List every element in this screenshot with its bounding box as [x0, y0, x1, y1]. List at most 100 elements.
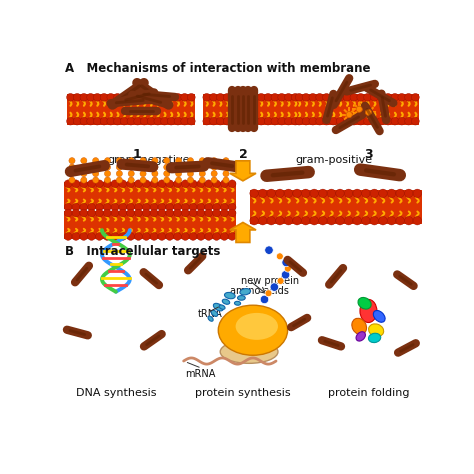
- Text: protein synthesis: protein synthesis: [195, 388, 291, 398]
- Circle shape: [140, 93, 148, 101]
- Circle shape: [134, 93, 141, 101]
- Circle shape: [396, 189, 404, 198]
- Circle shape: [154, 93, 162, 101]
- Circle shape: [182, 233, 189, 240]
- Circle shape: [228, 203, 236, 211]
- Circle shape: [284, 265, 292, 272]
- Circle shape: [161, 93, 168, 101]
- Circle shape: [384, 118, 392, 125]
- Circle shape: [267, 189, 275, 198]
- Circle shape: [251, 93, 258, 101]
- Circle shape: [250, 217, 258, 225]
- Circle shape: [103, 209, 111, 217]
- Circle shape: [127, 233, 135, 240]
- Ellipse shape: [222, 299, 230, 304]
- Circle shape: [104, 157, 110, 164]
- Circle shape: [199, 164, 205, 170]
- Circle shape: [128, 157, 134, 164]
- Circle shape: [210, 118, 218, 125]
- Circle shape: [127, 203, 135, 211]
- Circle shape: [275, 189, 284, 198]
- Circle shape: [346, 111, 352, 118]
- Text: gram-negative: gram-negative: [108, 155, 190, 165]
- Circle shape: [81, 157, 87, 164]
- Circle shape: [345, 217, 353, 225]
- Circle shape: [275, 217, 284, 225]
- Circle shape: [329, 118, 337, 125]
- Text: DNA synthesis: DNA synthesis: [76, 388, 156, 398]
- Circle shape: [220, 209, 228, 217]
- Circle shape: [88, 233, 95, 240]
- Circle shape: [319, 217, 327, 225]
- Circle shape: [323, 93, 330, 101]
- Circle shape: [128, 164, 134, 170]
- Circle shape: [258, 217, 267, 225]
- Circle shape: [364, 118, 372, 125]
- Circle shape: [189, 233, 197, 240]
- Circle shape: [391, 118, 399, 125]
- Circle shape: [150, 209, 158, 217]
- Circle shape: [92, 171, 99, 177]
- Circle shape: [150, 233, 158, 240]
- Circle shape: [211, 171, 217, 177]
- Circle shape: [96, 233, 103, 240]
- Circle shape: [323, 118, 330, 125]
- Circle shape: [365, 109, 372, 115]
- Circle shape: [128, 171, 134, 177]
- Circle shape: [257, 118, 265, 125]
- Circle shape: [345, 189, 353, 198]
- Ellipse shape: [219, 305, 225, 310]
- Circle shape: [182, 180, 189, 188]
- Circle shape: [111, 209, 119, 217]
- Circle shape: [189, 203, 197, 211]
- Circle shape: [175, 171, 182, 177]
- Circle shape: [187, 171, 193, 177]
- Circle shape: [387, 189, 396, 198]
- Circle shape: [211, 164, 217, 170]
- Circle shape: [175, 177, 182, 183]
- Circle shape: [267, 217, 275, 225]
- Ellipse shape: [356, 332, 365, 341]
- Circle shape: [100, 93, 108, 101]
- Circle shape: [301, 217, 310, 225]
- Circle shape: [164, 164, 170, 170]
- Circle shape: [120, 118, 128, 125]
- Circle shape: [73, 118, 81, 125]
- Circle shape: [213, 180, 220, 188]
- Circle shape: [295, 93, 303, 101]
- Circle shape: [265, 290, 272, 297]
- Circle shape: [270, 283, 279, 292]
- Circle shape: [210, 93, 218, 101]
- Circle shape: [164, 157, 170, 164]
- Circle shape: [260, 295, 269, 304]
- Circle shape: [387, 217, 396, 225]
- Circle shape: [167, 93, 175, 101]
- Circle shape: [327, 189, 336, 198]
- Circle shape: [205, 233, 212, 240]
- Circle shape: [140, 164, 146, 170]
- Text: A   Mechanisms of interaction with membrane: A Mechanisms of interaction with membran…: [65, 62, 371, 74]
- Circle shape: [158, 180, 166, 188]
- Circle shape: [147, 93, 155, 101]
- Circle shape: [104, 171, 110, 177]
- Circle shape: [405, 93, 412, 101]
- Circle shape: [282, 258, 291, 267]
- Circle shape: [119, 203, 127, 211]
- Circle shape: [116, 157, 122, 164]
- Circle shape: [356, 106, 362, 112]
- Circle shape: [81, 171, 87, 177]
- Circle shape: [264, 93, 272, 101]
- Circle shape: [384, 93, 392, 101]
- Circle shape: [152, 171, 158, 177]
- Circle shape: [103, 203, 111, 211]
- Circle shape: [237, 93, 245, 101]
- Circle shape: [405, 118, 412, 125]
- Circle shape: [391, 93, 399, 101]
- Circle shape: [127, 118, 135, 125]
- Circle shape: [72, 180, 80, 188]
- Circle shape: [411, 93, 419, 101]
- Circle shape: [135, 233, 142, 240]
- Circle shape: [152, 164, 158, 170]
- Circle shape: [211, 177, 217, 183]
- Circle shape: [173, 180, 182, 188]
